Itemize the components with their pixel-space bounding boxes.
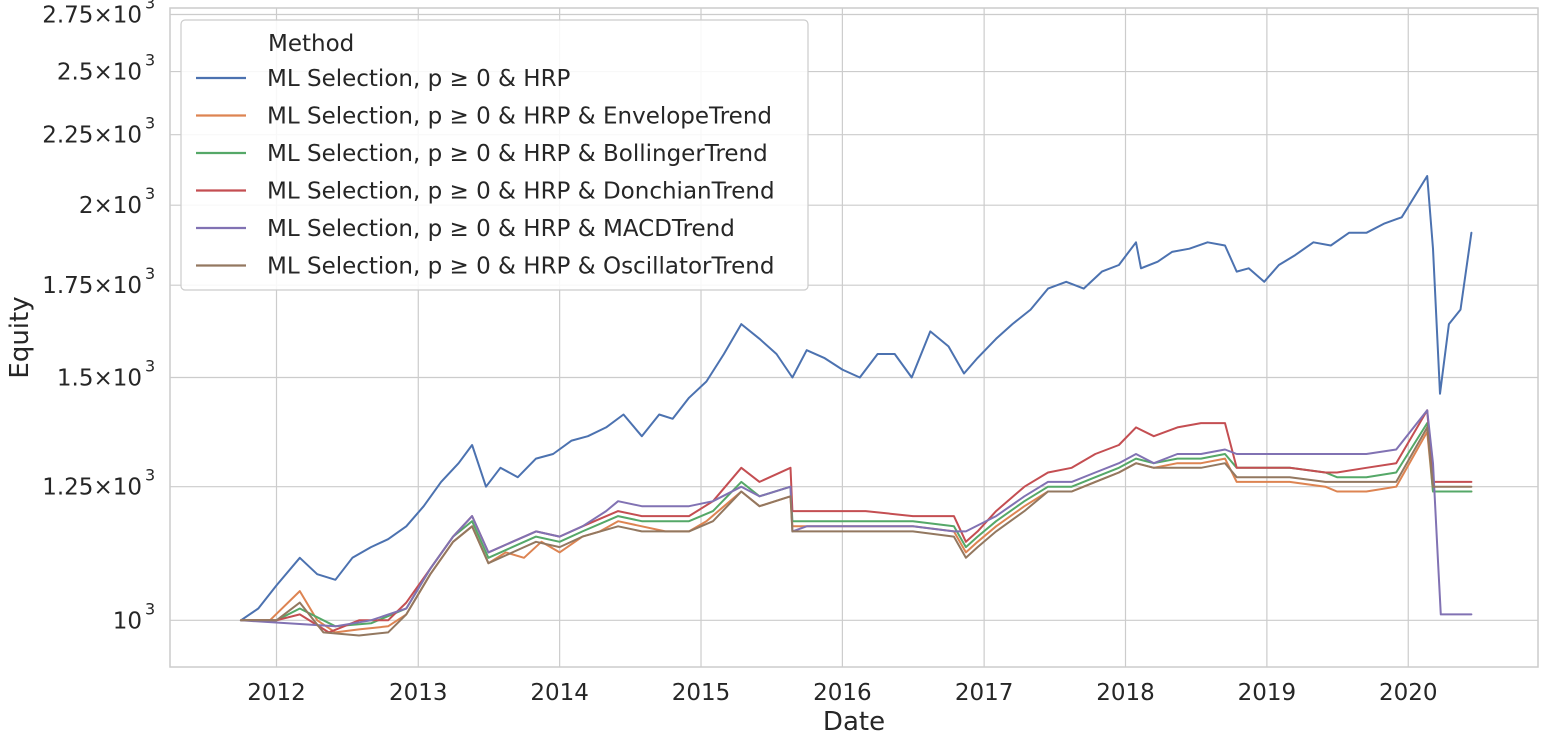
y-tick-label: 1.25×10 xyxy=(42,475,142,501)
y-tick-label: 1.75×10 xyxy=(42,273,142,299)
legend-label: ML Selection, p ≥ 0 & HRP & BollingerTre… xyxy=(267,141,768,167)
legend-label: ML Selection, p ≥ 0 & HRP xyxy=(267,66,571,92)
legend-title: Method xyxy=(268,31,354,57)
y-tick-exponent: 3 xyxy=(145,0,155,12)
y-tick-mantissa: 2 xyxy=(79,193,94,219)
y-tick: 2.75×10 3 xyxy=(42,0,155,28)
legend-item: ML Selection, p ≥ 0 & HRP & BollingerTre… xyxy=(196,141,768,167)
y-tick-label: 2×10 xyxy=(79,193,142,219)
y-tick-exponent: 3 xyxy=(145,264,155,283)
x-tick-label: 2019 xyxy=(1238,680,1297,706)
legend-label: ML Selection, p ≥ 0 & HRP & EnvelopeTren… xyxy=(267,104,772,130)
y-tick-mantissa: 1.25 xyxy=(42,475,93,501)
y-tick-mantissa: 10 xyxy=(113,608,142,634)
y-tick: 1.25×10 3 xyxy=(42,466,155,501)
x-axis-title: Date xyxy=(823,707,885,735)
y-tick-mantissa: 2.25 xyxy=(42,123,93,149)
legend-item: ML Selection, p ≥ 0 & HRP xyxy=(196,66,571,92)
y-tick-multiplier: ×10 xyxy=(93,475,142,501)
series-line-6 xyxy=(239,426,1473,637)
y-tick-multiplier: ×10 xyxy=(93,60,142,86)
legend-label: ML Selection, p ≥ 0 & HRP & OscillatorTr… xyxy=(267,254,774,280)
x-tick-label: 2013 xyxy=(389,680,448,706)
y-tick-exponent: 3 xyxy=(145,51,155,70)
series-line-1 xyxy=(239,175,1473,622)
y-tick-exponent: 3 xyxy=(145,599,155,618)
legend-box xyxy=(180,19,809,291)
grid xyxy=(170,8,1538,667)
y-tick: 2×10 3 xyxy=(79,184,155,219)
y-tick-label: 10 xyxy=(113,608,142,634)
series-lines xyxy=(239,175,1473,637)
legend-label: ML Selection, p ≥ 0 & HRP & MACDTrend xyxy=(267,216,735,242)
y-tick: 10 3 xyxy=(113,599,155,634)
y-tick-exponent: 3 xyxy=(145,114,155,133)
y-tick-label: 1.5×10 xyxy=(57,365,142,391)
y-axis-ticks: 10 31.25×10 31.5×10 31.75×10 32×10 32.25×10 32… xyxy=(42,0,155,634)
x-tick-label: 2015 xyxy=(672,680,731,706)
legend-item: ML Selection, p ≥ 0 & HRP & EnvelopeTren… xyxy=(196,104,772,130)
y-tick: 1.75×10 3 xyxy=(42,264,155,299)
y-tick: 2.25×10 3 xyxy=(42,114,155,149)
legend-item: ML Selection, p ≥ 0 & HRP & MACDTrend xyxy=(196,216,735,242)
y-tick: 1.5×10 3 xyxy=(57,356,155,391)
legend-label: ML Selection, p ≥ 0 & HRP & DonchianTren… xyxy=(267,179,775,205)
y-tick-multiplier: ×10 xyxy=(93,123,142,149)
x-tick-label: 2018 xyxy=(1096,680,1155,706)
y-tick-multiplier: ×10 xyxy=(93,2,142,28)
y-tick-multiplier: ×10 xyxy=(93,193,142,219)
y-tick-exponent: 3 xyxy=(145,184,155,203)
x-tick-label: 2014 xyxy=(530,680,589,706)
x-axis-ticks: 2012 2013 2014 2015 2016 2017 2018 2019 2020 xyxy=(247,680,1437,706)
y-axis-title: Equity xyxy=(5,296,35,378)
x-tick-label: 2020 xyxy=(1379,680,1438,706)
legend-item: ML Selection, p ≥ 0 & HRP & DonchianTren… xyxy=(196,179,775,205)
x-tick-label: 2017 xyxy=(955,680,1014,706)
y-tick-exponent: 3 xyxy=(145,356,155,375)
y-tick-exponent: 3 xyxy=(145,466,155,485)
legend: Method ML Selection, p ≥ 0 & HRP ML Selec… xyxy=(180,19,809,291)
x-tick-label: 2012 xyxy=(247,680,306,706)
y-tick-mantissa: 1.75 xyxy=(42,273,93,299)
x-tick-label: 2016 xyxy=(813,680,872,706)
plot-frame xyxy=(169,7,1539,668)
series-line-5 xyxy=(239,409,1473,628)
y-tick-label: 2.5×10 xyxy=(57,60,142,86)
y-tick-multiplier: ×10 xyxy=(93,273,142,299)
y-tick: 2.5×10 3 xyxy=(57,51,155,86)
y-tick-mantissa: 1.5 xyxy=(57,365,94,391)
legend-item: ML Selection, p ≥ 0 & HRP & OscillatorTr… xyxy=(196,254,774,280)
y-tick-label: 2.75×10 xyxy=(42,2,142,28)
y-tick-mantissa: 2.75 xyxy=(42,2,93,28)
y-tick-label: 2.25×10 xyxy=(42,123,142,149)
y-tick-mantissa: 2.5 xyxy=(57,60,94,86)
y-tick-multiplier: ×10 xyxy=(93,365,142,391)
